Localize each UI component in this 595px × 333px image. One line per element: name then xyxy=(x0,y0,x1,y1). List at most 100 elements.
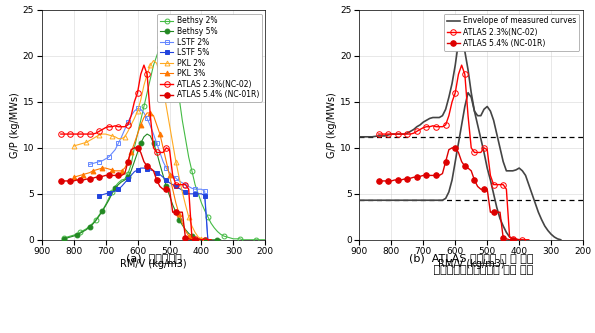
ATLAS 5.4% (NC-01R) xyxy=(500,236,507,240)
ATLAS 5.4% (NC-01R) xyxy=(124,160,131,164)
LSTF 2% xyxy=(150,132,157,136)
ATLAS 2.3%(NC-02) xyxy=(201,238,208,242)
ATLAS 5.4% (NC-01R) xyxy=(471,178,478,182)
ATLAS 5.4% (NC-01R) xyxy=(176,210,183,214)
Bethsy 2% xyxy=(163,36,170,40)
Envelope of measured curves xyxy=(458,36,465,40)
ATLAS 2.3%(NC-02) xyxy=(468,146,475,150)
ATLAS 5.4% (NC-01R) xyxy=(493,210,500,214)
PKL 3% xyxy=(178,221,186,225)
PKL 2% xyxy=(153,61,160,65)
ATLAS 5.4% (NC-01R) xyxy=(178,210,186,214)
ATLAS 2.3%(NC-02) xyxy=(500,182,507,186)
Bethsy 2% xyxy=(239,238,246,242)
ATLAS 2.3%(NC-02) xyxy=(423,125,430,129)
Bethsy 5% xyxy=(214,238,221,242)
ATLAS 5.4% (NC-01R) xyxy=(430,173,437,177)
Legend: Bethsy 2%, Bethsy 5%, LSTF 2%, LSTF 5%, PKL 2%, PKL 3%, ATLAS 2.3%(NC-02), ATLAS: Bethsy 2%, Bethsy 5%, LSTF 2%, LSTF 5%, … xyxy=(157,14,262,102)
ATLAS 2.3%(NC-02) xyxy=(493,182,500,186)
PKL 3% xyxy=(185,234,192,238)
ATLAS 5.4% (NC-01R) xyxy=(388,179,395,183)
PKL 3% xyxy=(76,173,83,177)
ATLAS 5.4% (NC-01R) xyxy=(64,179,71,183)
Line: Envelope of measured curves: Envelope of measured curves xyxy=(359,38,560,240)
ATLAS 2.3%(NC-02) xyxy=(166,148,173,152)
LSTF 5% xyxy=(198,192,205,196)
X-axis label: RM/V (kg/m3): RM/V (kg/m3) xyxy=(438,259,505,269)
PKL 2% xyxy=(147,63,154,67)
PKL 2% xyxy=(121,135,129,139)
PKL 3% xyxy=(182,228,189,232)
ATLAS 5.4% (NC-01R) xyxy=(163,187,170,191)
Bethsy 2% xyxy=(176,95,183,99)
LSTF 2% xyxy=(156,151,164,155)
LSTF 2% xyxy=(176,179,183,183)
ATLAS 5.4% (NC-01R) xyxy=(506,238,513,242)
PKL 3% xyxy=(173,201,180,205)
ATLAS 5.4% (NC-01R) xyxy=(195,238,202,242)
Bethsy 5% xyxy=(70,234,77,238)
LSTF 5% xyxy=(163,178,170,182)
ATLAS 5.4% (NC-01R) xyxy=(67,179,74,183)
Bethsy 5% xyxy=(115,182,122,186)
PKL 2% xyxy=(102,132,109,136)
ATLAS 5.4% (NC-01R) xyxy=(127,148,134,152)
ATLAS 5.4% (NC-01R) xyxy=(452,146,459,150)
Envelope of measured curves xyxy=(426,117,433,121)
Bethsy 5% xyxy=(217,238,224,242)
LSTF 2% xyxy=(108,152,115,156)
ATLAS 2.3%(NC-02) xyxy=(503,187,510,191)
ATLAS 2.3%(NC-02) xyxy=(397,132,405,136)
LSTF 5% xyxy=(195,192,202,196)
ATLAS 2.3%(NC-02) xyxy=(426,125,433,129)
ATLAS 5.4% (NC-01R) xyxy=(445,148,452,152)
ATLAS 2.3%(NC-02) xyxy=(522,238,529,242)
LSTF 2% xyxy=(131,109,138,113)
PKL 3% xyxy=(140,116,148,120)
PKL 3% xyxy=(108,168,115,172)
PKL 2% xyxy=(198,237,205,241)
ATLAS 5.4% (NC-01R) xyxy=(397,178,405,182)
ATLAS 2.3%(NC-02) xyxy=(384,132,392,136)
Bethsy 5% xyxy=(76,231,83,235)
ATLAS 2.3%(NC-02) xyxy=(512,237,519,241)
ATLAS 5.4% (NC-01R) xyxy=(99,174,106,178)
LSTF 2% xyxy=(102,157,109,161)
ATLAS 2.3%(NC-02) xyxy=(147,114,154,118)
LSTF 2% xyxy=(147,124,154,128)
Bethsy 5% xyxy=(153,151,160,155)
ATLAS 5.4% (NC-01R) xyxy=(140,160,148,164)
Bethsy 5% xyxy=(204,238,211,242)
Bethsy 5% xyxy=(131,160,138,164)
Bethsy 5% xyxy=(92,218,99,222)
PKL 3% xyxy=(131,141,138,145)
PKL 2% xyxy=(76,142,83,146)
ATLAS 2.3%(NC-02) xyxy=(192,237,199,241)
LSTF 5% xyxy=(178,188,186,192)
ATLAS 2.3%(NC-02) xyxy=(465,114,472,118)
PKL 2% xyxy=(80,141,87,145)
ATLAS 2.3%(NC-02) xyxy=(208,238,215,242)
ATLAS 5.4% (NC-01R) xyxy=(112,173,119,177)
Bethsy 5% xyxy=(169,203,176,207)
LSTF 5% xyxy=(112,189,119,193)
ATLAS 2.3%(NC-02) xyxy=(455,72,462,76)
LSTF 5% xyxy=(134,168,141,172)
Bethsy 5% xyxy=(192,236,199,240)
LSTF 2% xyxy=(124,120,131,124)
ATLAS 2.3%(NC-02) xyxy=(89,132,96,136)
ATLAS 5.4% (NC-01R) xyxy=(384,179,392,183)
Envelope of measured curves xyxy=(375,134,382,138)
ATLAS 5.4% (NC-01R) xyxy=(391,178,398,182)
Bethsy 5% xyxy=(163,184,170,188)
LSTF 2% xyxy=(92,161,99,165)
ATLAS 5.4% (NC-01R) xyxy=(455,151,462,155)
ATLAS 2.3%(NC-02) xyxy=(159,151,167,155)
ATLAS 2.3%(NC-02) xyxy=(64,132,71,136)
LSTF 5% xyxy=(156,172,164,176)
Bethsy 2% xyxy=(61,236,68,240)
ATLAS 2.3%(NC-02) xyxy=(204,238,211,242)
LSTF 2% xyxy=(89,162,96,166)
PKL 3% xyxy=(83,171,90,175)
LSTF 5% xyxy=(166,181,173,185)
